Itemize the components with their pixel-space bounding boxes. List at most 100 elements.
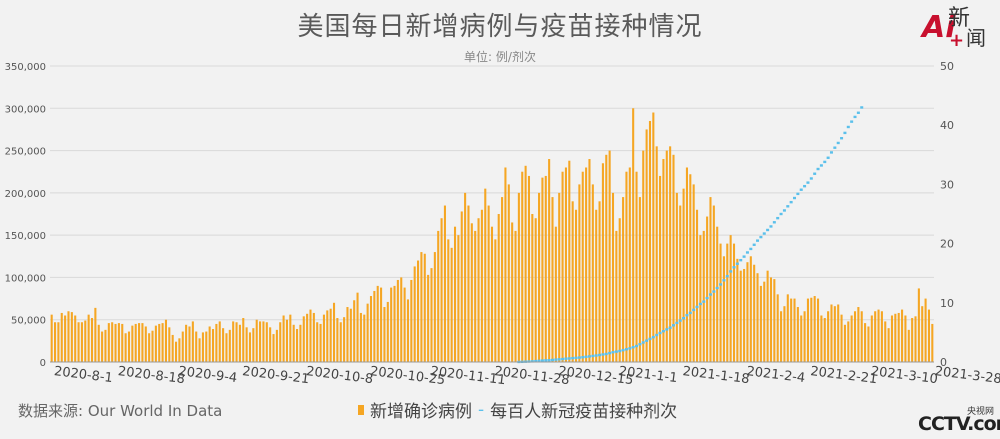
bar [369, 296, 373, 362]
bar [111, 322, 114, 362]
line-point [675, 321, 679, 325]
logo-ai-text: Ai [922, 10, 956, 45]
line-point [722, 279, 726, 282]
bar [259, 321, 262, 362]
bar [534, 218, 537, 362]
bar [598, 201, 601, 362]
line-point [816, 167, 820, 171]
line-point [648, 337, 652, 341]
bar [332, 302, 336, 362]
cctv-logo: 央视网 CCTV.com [918, 404, 1000, 438]
bar [457, 235, 460, 362]
bar [847, 321, 850, 362]
bar [860, 311, 863, 362]
line-point [692, 308, 696, 312]
bar [211, 329, 215, 362]
bar [359, 312, 362, 362]
bar [272, 334, 275, 362]
x-tick-label: 2021-1-1 [618, 364, 678, 386]
x-tick-label: 2021-1-18 [682, 364, 751, 387]
bar [726, 243, 729, 362]
bar [884, 321, 887, 362]
bar [302, 316, 305, 362]
bar [672, 154, 675, 362]
bar [201, 332, 204, 362]
bar [753, 264, 756, 362]
bar [595, 209, 598, 362]
line-point [547, 359, 551, 362]
bar [655, 146, 658, 362]
line-point [799, 188, 803, 191]
bar [827, 311, 830, 362]
bar [867, 326, 870, 362]
line-point [772, 221, 776, 224]
bar [706, 216, 709, 362]
bar [60, 312, 63, 362]
line-point [826, 156, 830, 159]
bar [642, 150, 645, 362]
line-point [735, 262, 739, 265]
bar [843, 324, 846, 362]
bar [279, 322, 282, 362]
line-point [813, 172, 817, 175]
bar [366, 303, 369, 362]
bar [769, 277, 773, 362]
bar [853, 311, 857, 362]
line-point [819, 164, 823, 167]
bar [124, 333, 127, 362]
bar [477, 218, 480, 362]
line-point [621, 348, 625, 352]
bar [527, 175, 531, 362]
bar [578, 184, 581, 362]
bar [322, 314, 325, 362]
line-point [618, 349, 622, 353]
bar [158, 323, 161, 362]
line-point [561, 357, 565, 361]
line-point [564, 357, 568, 360]
line-point [594, 354, 598, 357]
bar [803, 311, 806, 362]
bar [356, 292, 359, 362]
bar [77, 322, 80, 362]
bar [386, 301, 389, 362]
bar [285, 319, 288, 362]
line-point [769, 225, 773, 228]
bar [101, 331, 104, 362]
line-point [860, 106, 864, 109]
bar [225, 333, 228, 362]
y-tick-label: 100,000 [5, 273, 46, 284]
y-tick-label: 200,000 [5, 189, 46, 200]
bar [507, 184, 510, 362]
line-point [655, 333, 659, 337]
bar [181, 331, 184, 362]
bar [175, 341, 178, 362]
legend: 新增确诊病例 - 每百人新冠疫苗接种剂次 [358, 397, 677, 422]
logo-xin-text: 新 [948, 6, 971, 31]
y-tick-label: 50,000 [11, 316, 46, 327]
line-point [635, 344, 639, 348]
line-point [601, 353, 605, 356]
bar [138, 323, 141, 362]
bar [373, 290, 376, 362]
bar [87, 314, 90, 362]
ai-news-logo: Ai 新 + 闻 [922, 6, 994, 52]
x-tick-label: 2021-3-28 [934, 364, 1000, 387]
bar [329, 308, 332, 362]
bar [793, 298, 796, 362]
line-point [793, 196, 797, 200]
bar [880, 311, 883, 362]
bar [763, 281, 766, 362]
bar [682, 188, 685, 362]
x-tick-label: 2020-10-8 [305, 364, 374, 387]
bar [759, 285, 762, 362]
bar [497, 214, 500, 362]
bar [144, 326, 147, 362]
bar [403, 287, 406, 362]
bar [252, 328, 255, 362]
bar [406, 299, 410, 362]
bar [450, 247, 453, 362]
logo-plus-text: + [949, 30, 965, 51]
bar [141, 323, 144, 362]
bar [685, 167, 688, 362]
